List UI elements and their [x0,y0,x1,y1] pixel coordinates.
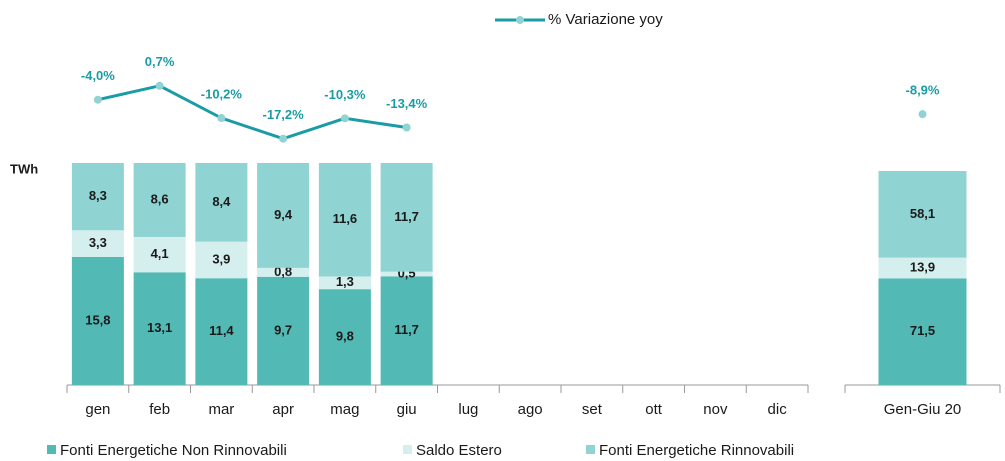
point-label: -8,9% [906,83,940,98]
data-label: 11,7 [394,209,419,224]
bar-segment [318,276,371,290]
bar-segment [195,241,248,279]
legend-swatch [403,445,412,454]
line-point [402,123,411,132]
bar-segment [318,289,371,385]
point-label: -13,4% [386,96,428,111]
bar-segment [318,163,371,277]
x-tick-label: Gen-Giu 20 [884,401,962,418]
line-point [918,110,927,119]
bar-segment [71,230,124,257]
x-tick-label: lug [458,401,478,418]
point-label: 0,7% [145,54,175,69]
point-label: -4,0% [81,68,115,83]
x-tick-label: giu [397,401,417,418]
legend-label: Fonti Energetiche Non Rinnovabili [60,442,287,459]
y-axis-label: TWh [10,161,38,176]
data-label: 71,5 [910,323,935,338]
bar-segment [878,257,967,279]
bar-segment [257,163,310,268]
point-label: -10,2% [201,86,243,101]
data-label: 11,4 [209,323,234,338]
x-tick-label: dic [768,401,788,418]
data-label: 13,1 [147,320,172,335]
bar-segment [380,271,433,277]
legend-swatch [586,445,595,454]
line-point [340,114,349,123]
data-label: 8,3 [89,188,107,203]
x-tick-label: gen [85,401,110,418]
line-point [279,134,288,143]
point-label: -17,2% [263,107,305,122]
data-label: 1,3 [336,274,354,289]
line-point [217,114,226,123]
legend-label: % Variazione yoy [548,11,663,28]
x-tick-label: ago [518,401,543,418]
legend-swatch [47,445,56,454]
bar-segment [257,276,310,385]
line-point [155,81,164,90]
bar-segment [380,276,433,385]
bar-segment [133,237,186,273]
point-label: -10,3% [324,87,366,102]
data-label: 11,7 [394,322,419,337]
x-tick-label: mag [330,401,359,418]
x-tick-label: mar [208,401,234,418]
bar-segment [878,171,967,258]
x-tick-label: set [582,401,603,418]
data-label: 3,3 [89,235,107,250]
bar-segment [71,163,124,231]
bar-segment [195,163,248,242]
data-label: 4,1 [151,246,169,261]
x-tick-label: ott [645,401,663,418]
bar-segment [878,278,967,385]
bar-segment [380,163,433,272]
data-label: 58,1 [910,206,935,221]
bar-segment [71,256,124,385]
legend-label: Saldo Estero [416,442,502,459]
bar-segment [133,272,186,385]
x-tick-label: feb [149,401,170,418]
line-point [93,95,102,104]
bar-segment [133,163,186,237]
legend-label: Fonti Energetiche Rinnovabili [599,442,794,459]
bar-segment [257,267,310,277]
data-label: 3,9 [212,251,230,266]
x-tick-label: apr [272,401,294,418]
line [97,84,407,141]
data-label: 9,8 [336,329,354,344]
bar-segment [195,278,248,385]
data-label: 9,7 [274,322,292,337]
legend-marker [516,16,524,24]
data-label: 13,9 [910,259,935,274]
data-label: 8,6 [151,191,169,206]
data-label: 11,6 [333,211,358,226]
data-label: 9,4 [274,207,293,222]
data-label: 8,4 [212,194,231,209]
data-label: 15,8 [85,312,110,327]
x-tick-label: nov [703,401,728,418]
